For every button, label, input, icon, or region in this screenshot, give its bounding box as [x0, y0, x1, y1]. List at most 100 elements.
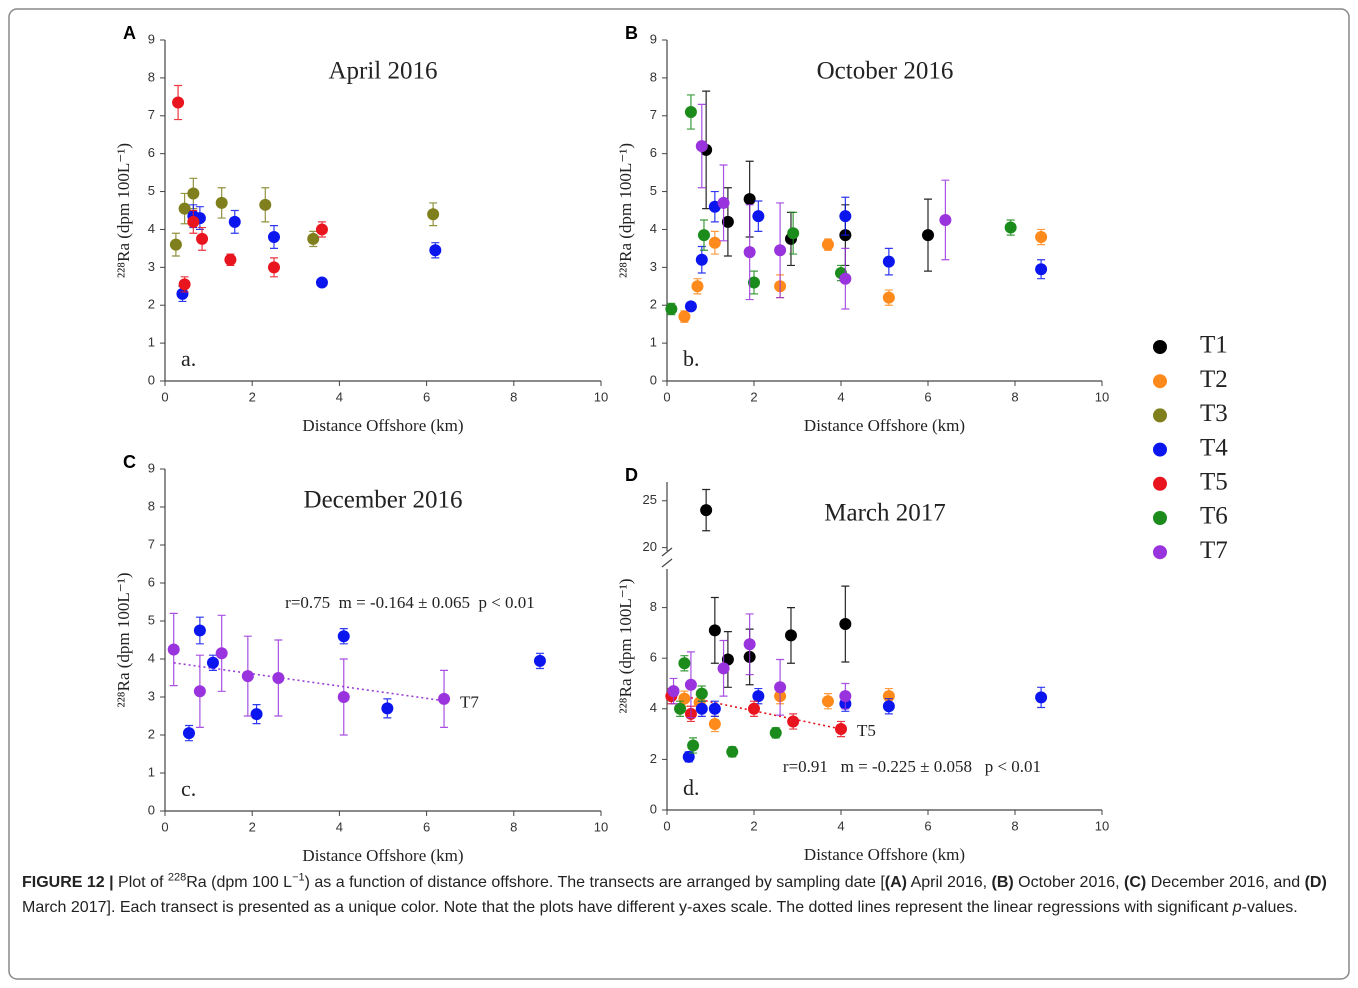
data-point — [241, 670, 254, 683]
data-point — [678, 657, 691, 670]
regression-label: T5 — [857, 721, 876, 740]
y-tick-label: 8 — [650, 69, 657, 84]
data-point — [774, 244, 787, 257]
data-point — [337, 630, 350, 643]
y-tick-label: 3 — [148, 259, 155, 274]
x-tick-label: 8 — [510, 819, 517, 834]
data-point — [695, 687, 708, 700]
data-point — [717, 196, 730, 209]
data-point — [315, 276, 328, 289]
caption-italic: p — [1232, 899, 1242, 916]
y-tick-label: 0 — [148, 372, 155, 387]
y-tick-label: 8 — [148, 498, 155, 513]
y-axis-label: ²²⁸Ra (dpm 100L⁻¹) — [616, 143, 635, 278]
data-point — [752, 690, 765, 703]
regression-annotation: r=0.91 m = -0.225 ± 0.058 p < 0.01 — [783, 757, 1041, 776]
data-point — [839, 690, 852, 703]
y-tick-label: 25 — [643, 492, 657, 507]
y-tick-label: 4 — [148, 221, 155, 236]
y-tick-label: 1 — [148, 335, 155, 350]
data-point — [839, 210, 852, 223]
y-tick-label: 1 — [650, 335, 657, 350]
legend-marker — [1153, 374, 1167, 389]
y-tick-label: 6 — [650, 145, 657, 160]
data-point — [769, 726, 782, 739]
y-tick-label: 7 — [650, 107, 657, 122]
data-point — [700, 504, 713, 517]
caption-ref: (C) — [1124, 874, 1147, 891]
data-point — [438, 692, 451, 705]
y-tick-label: 3 — [650, 259, 657, 274]
data-point — [697, 229, 710, 242]
data-point — [215, 196, 228, 209]
x-tick-label: 0 — [161, 389, 168, 404]
legend-marker — [1153, 511, 1167, 525]
panel-letter: C — [123, 452, 136, 472]
chart-title: March 2017 — [824, 500, 946, 527]
data-point — [206, 656, 219, 669]
data-point — [784, 629, 797, 642]
x-tick-label: 8 — [1011, 818, 1018, 833]
x-tick-label: 2 — [249, 819, 256, 834]
x-tick-label: 2 — [249, 389, 256, 404]
y-tick-label: 4 — [650, 221, 657, 236]
y-tick-label: 9 — [650, 31, 657, 46]
caption-ref: (B) — [991, 874, 1014, 891]
data-point — [787, 227, 800, 240]
y-tick-label: 4 — [148, 650, 155, 665]
panel-label: d. — [683, 775, 700, 800]
data-point — [429, 244, 442, 257]
caption-text: December 2016, and — [1146, 874, 1305, 891]
y-tick-label: 2 — [148, 297, 155, 312]
chart-title: April 2016 — [328, 58, 437, 85]
data-point — [167, 643, 180, 656]
data-point — [169, 238, 182, 251]
data-point — [193, 685, 206, 698]
y-tick-label: 6 — [148, 145, 155, 160]
y-tick-label: 20 — [643, 539, 657, 554]
data-point — [839, 272, 852, 285]
x-tick-label: 4 — [336, 819, 343, 834]
y-tick-label: 7 — [148, 107, 155, 122]
data-point — [708, 236, 721, 249]
x-tick-label: 10 — [594, 389, 608, 404]
panel-letter: A — [123, 23, 136, 43]
data-point — [752, 210, 765, 223]
y-tick-label: 8 — [650, 599, 657, 614]
data-point — [337, 691, 350, 703]
data-point — [268, 261, 280, 274]
caption-text: March 2017]. Each transect is presented … — [22, 899, 1233, 916]
data-point — [215, 647, 228, 660]
data-point — [748, 276, 760, 289]
caption-text: Ra (dpm 100 L — [186, 874, 293, 891]
data-point — [381, 702, 394, 715]
y-tick-label: 0 — [148, 802, 155, 817]
legend-marker — [1153, 340, 1167, 354]
data-point — [193, 624, 206, 637]
x-axis-label: Distance Offshore (km) — [302, 846, 463, 865]
x-tick-label: 6 — [924, 389, 931, 404]
x-tick-label: 0 — [663, 818, 670, 833]
regression-annotation: r=0.75 m = -0.164 ± 0.065 p < 0.01 — [285, 593, 535, 612]
data-point — [315, 223, 328, 236]
data-point — [176, 287, 189, 300]
data-point — [1035, 263, 1048, 276]
data-point — [307, 232, 320, 245]
data-point — [717, 662, 730, 675]
data-point — [178, 278, 191, 291]
caption-text: April 2016, — [907, 874, 992, 891]
y-tick-label: 9 — [148, 31, 155, 46]
data-point — [224, 253, 237, 266]
data-point — [922, 229, 934, 242]
panel-label: c. — [181, 776, 196, 801]
data-point — [228, 215, 241, 228]
legend-label: T4 — [1200, 434, 1228, 461]
data-point — [682, 750, 695, 763]
data-point — [250, 708, 263, 721]
x-tick-label: 0 — [663, 389, 670, 404]
regression-line — [173, 662, 445, 702]
data-point — [667, 685, 680, 698]
data-point — [708, 624, 721, 637]
x-tick-label: 2 — [750, 389, 757, 404]
